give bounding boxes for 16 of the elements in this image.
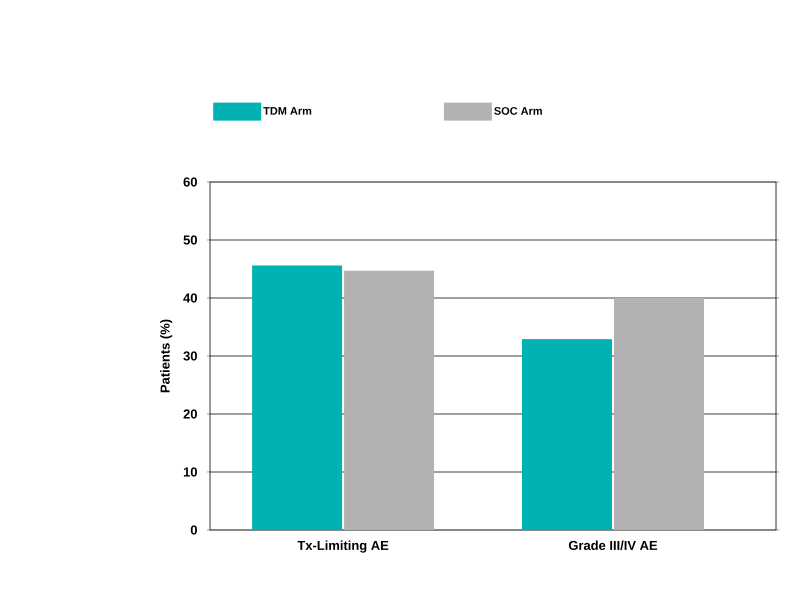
y-axis-title: Patients (%) bbox=[160, 320, 172, 392]
legend-label: TDM Arm bbox=[263, 107, 312, 115]
x-tick-label: Grade III/IV AE bbox=[568, 540, 658, 550]
bar bbox=[344, 270, 434, 530]
y-tick-label: 10 bbox=[184, 467, 197, 477]
y-tick-label: 60 bbox=[184, 177, 197, 187]
y-tick-label: 50 bbox=[183, 235, 197, 245]
y-tick-label: 0 bbox=[190, 525, 197, 535]
legend-label: SOC Arm bbox=[494, 107, 542, 115]
bar bbox=[252, 266, 342, 530]
y-tick-label: 30 bbox=[183, 351, 197, 361]
y-tick-label: 40 bbox=[183, 293, 197, 303]
y-tick-label: 20 bbox=[184, 409, 197, 419]
bar bbox=[522, 339, 612, 530]
bar bbox=[614, 298, 704, 530]
x-tick-label: Tx-Limiting AE bbox=[298, 540, 388, 553]
